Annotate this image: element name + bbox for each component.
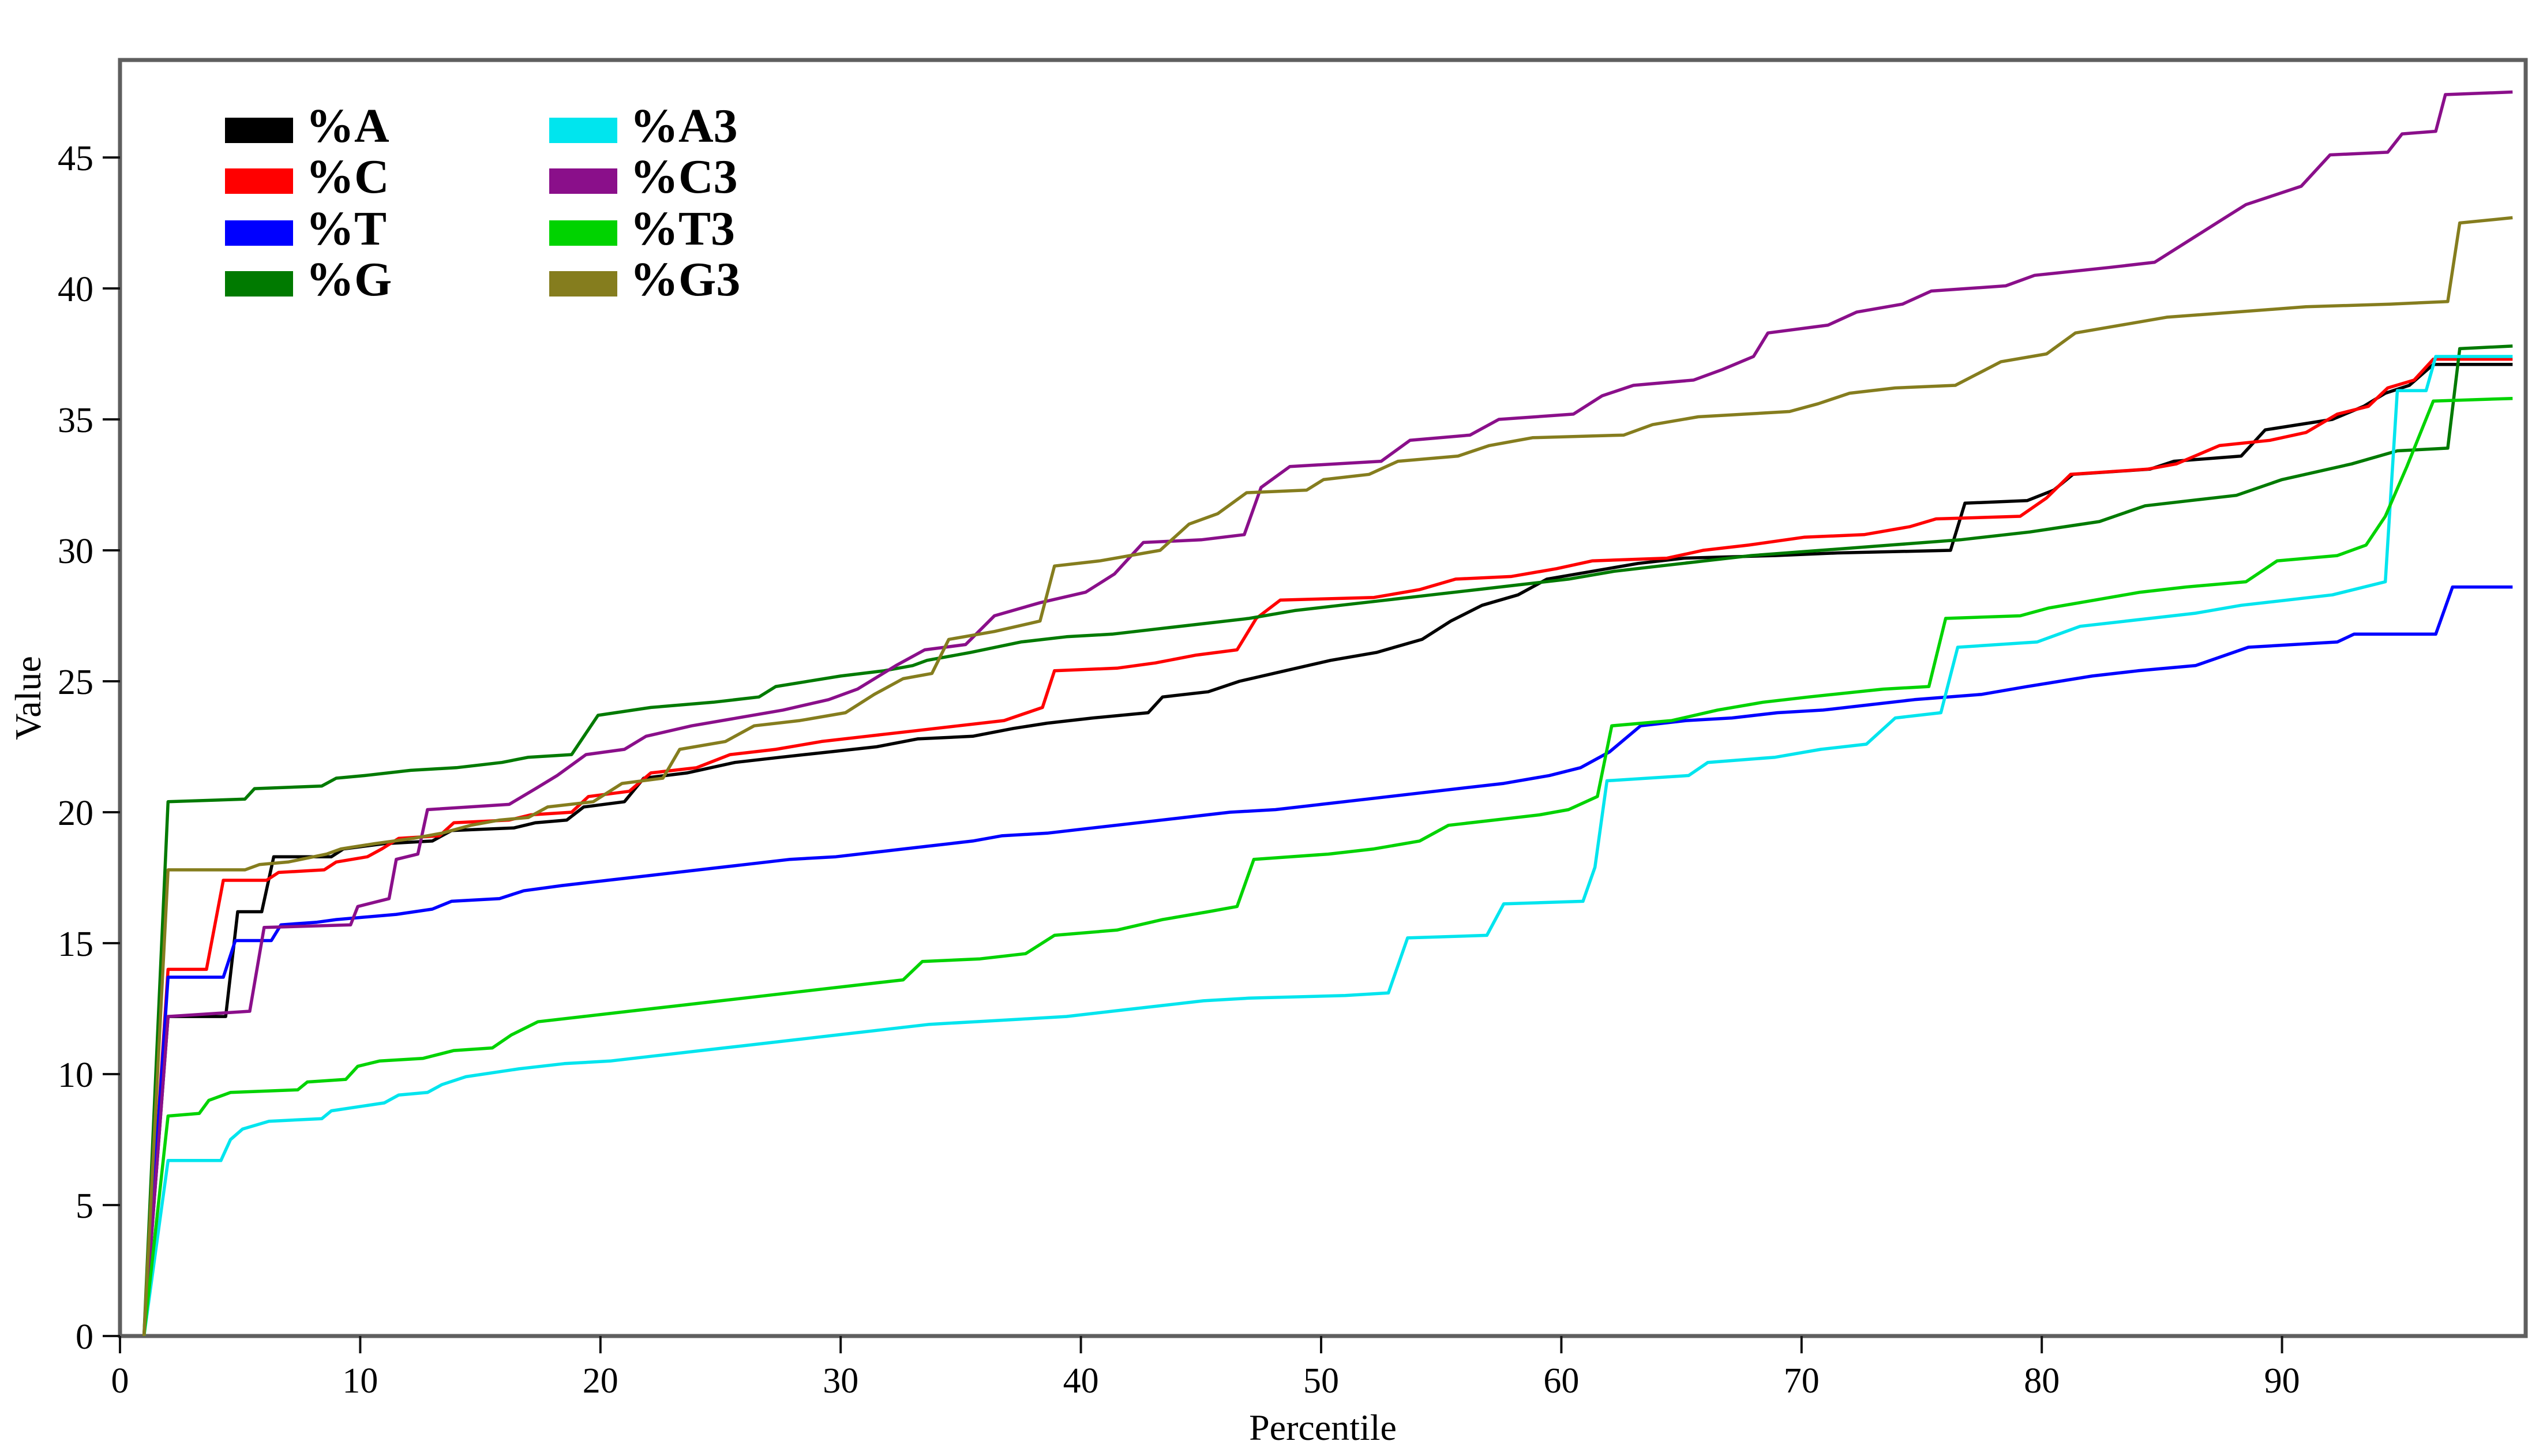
series-line-pctT3 xyxy=(142,396,2513,1337)
series-line-pctG3 xyxy=(142,216,2513,1337)
legend-label-pctC: %C xyxy=(306,150,389,204)
legend-label-pctT3: %T3 xyxy=(630,202,735,256)
legend-swatch-pctG xyxy=(225,271,293,297)
x-tick-label: 70 xyxy=(1784,1361,1820,1401)
legend-swatch-pctC xyxy=(225,168,293,194)
y-tick-label: 0 xyxy=(76,1318,93,1357)
series-lines xyxy=(142,90,2513,1337)
x-tick-label: 0 xyxy=(111,1361,129,1401)
x-tick-label: 60 xyxy=(1543,1361,1579,1401)
legend-swatch-pctA xyxy=(225,118,293,143)
y-tick-label: 10 xyxy=(58,1056,93,1095)
x-axis-ticks: 0 10 20 30 40 50 60 70 80 90 xyxy=(111,1336,2300,1401)
y-tick-label: 30 xyxy=(58,532,93,571)
legend-label-pctT: %T xyxy=(306,202,387,256)
legend-swatch-pctG3 xyxy=(549,271,617,297)
legend: %A%C%T%G %A3%C3%T3%G3 xyxy=(225,99,740,306)
legend-label-pctC3: %C3 xyxy=(630,150,738,204)
y-tick-label: 40 xyxy=(58,270,93,309)
y-axis-ticks: 0 5 10 15 20 25 30 35 40 45 xyxy=(58,139,120,1357)
legend-swatch-pctT3 xyxy=(549,220,617,246)
legend-swatch-pctT xyxy=(225,220,293,246)
x-tick-label: 40 xyxy=(1063,1361,1099,1401)
y-tick-label: 45 xyxy=(58,139,93,178)
series-line-pctA xyxy=(142,362,2513,1337)
x-tick-label: 80 xyxy=(2024,1361,2060,1401)
y-tick-label: 5 xyxy=(76,1187,93,1226)
series-line-pctC3 xyxy=(142,90,2513,1337)
series-line-pctA3 xyxy=(142,355,2513,1337)
y-tick-label: 35 xyxy=(58,401,93,440)
x-axis-title: Percentile xyxy=(1249,1407,1397,1448)
x-tick-label: 10 xyxy=(342,1361,378,1401)
y-tick-label: 20 xyxy=(58,794,93,833)
y-tick-label: 15 xyxy=(58,925,93,964)
x-tick-label: 90 xyxy=(2264,1361,2300,1401)
legend-label-pctA: %A xyxy=(306,99,389,153)
x-tick-label: 20 xyxy=(583,1361,618,1401)
legend-label-pctA3: %A3 xyxy=(630,99,738,153)
legend-label-pctG: %G xyxy=(306,253,392,306)
legend-swatch-pctA3 xyxy=(549,118,617,143)
series-line-pctT xyxy=(142,585,2513,1337)
y-axis-title: Value xyxy=(7,656,48,740)
x-tick-label: 30 xyxy=(823,1361,858,1401)
y-tick-label: 25 xyxy=(58,663,93,702)
series-line-pctG xyxy=(142,344,2513,1337)
plot-frame xyxy=(118,58,2528,1338)
x-tick-label: 50 xyxy=(1303,1361,1339,1401)
legend-swatch-pctC3 xyxy=(549,168,617,194)
legend-label-pctG3: %G3 xyxy=(630,253,740,306)
